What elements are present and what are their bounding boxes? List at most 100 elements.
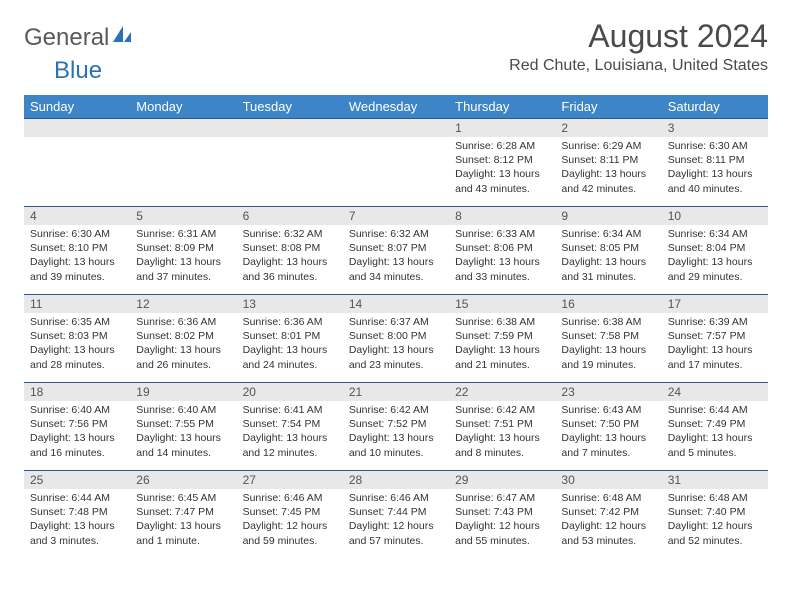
day-header: Sunday bbox=[24, 95, 130, 119]
day-number: 25 bbox=[24, 471, 130, 489]
day-details: Sunrise: 6:38 AMSunset: 7:58 PMDaylight:… bbox=[555, 313, 661, 376]
day-number: 23 bbox=[555, 383, 661, 401]
calendar-cell: 23Sunrise: 6:43 AMSunset: 7:50 PMDayligh… bbox=[555, 383, 661, 471]
calendar-cell: 24Sunrise: 6:44 AMSunset: 7:49 PMDayligh… bbox=[662, 383, 768, 471]
day-details: Sunrise: 6:32 AMSunset: 8:07 PMDaylight:… bbox=[343, 225, 449, 288]
day-details: Sunrise: 6:42 AMSunset: 7:52 PMDaylight:… bbox=[343, 401, 449, 464]
day-number: 8 bbox=[449, 207, 555, 225]
calendar-cell: 3Sunrise: 6:30 AMSunset: 8:11 PMDaylight… bbox=[662, 119, 768, 207]
day-number: 28 bbox=[343, 471, 449, 489]
day-details: Sunrise: 6:37 AMSunset: 8:00 PMDaylight:… bbox=[343, 313, 449, 376]
calendar-cell: 6Sunrise: 6:32 AMSunset: 8:08 PMDaylight… bbox=[237, 207, 343, 295]
calendar-cell bbox=[343, 119, 449, 207]
day-details: Sunrise: 6:47 AMSunset: 7:43 PMDaylight:… bbox=[449, 489, 555, 552]
logo: General bbox=[24, 24, 135, 52]
calendar-cell: 19Sunrise: 6:40 AMSunset: 7:55 PMDayligh… bbox=[130, 383, 236, 471]
day-number: 29 bbox=[449, 471, 555, 489]
day-number: 19 bbox=[130, 383, 236, 401]
day-number: 5 bbox=[130, 207, 236, 225]
day-number: 3 bbox=[662, 119, 768, 137]
day-details: Sunrise: 6:29 AMSunset: 8:11 PMDaylight:… bbox=[555, 137, 661, 200]
day-number: 7 bbox=[343, 207, 449, 225]
month-title: August 2024 bbox=[509, 18, 768, 55]
day-details: Sunrise: 6:34 AMSunset: 8:04 PMDaylight:… bbox=[662, 225, 768, 288]
day-header: Friday bbox=[555, 95, 661, 119]
calendar-cell: 14Sunrise: 6:37 AMSunset: 8:00 PMDayligh… bbox=[343, 295, 449, 383]
day-details: Sunrise: 6:48 AMSunset: 7:40 PMDaylight:… bbox=[662, 489, 768, 552]
day-number: 27 bbox=[237, 471, 343, 489]
calendar-cell: 4Sunrise: 6:30 AMSunset: 8:10 PMDaylight… bbox=[24, 207, 130, 295]
logo-sail-icon bbox=[111, 24, 133, 49]
calendar-week: 25Sunrise: 6:44 AMSunset: 7:48 PMDayligh… bbox=[24, 471, 768, 559]
day-details: Sunrise: 6:48 AMSunset: 7:42 PMDaylight:… bbox=[555, 489, 661, 552]
calendar-cell: 16Sunrise: 6:38 AMSunset: 7:58 PMDayligh… bbox=[555, 295, 661, 383]
day-details: Sunrise: 6:33 AMSunset: 8:06 PMDaylight:… bbox=[449, 225, 555, 288]
empty-daynum bbox=[130, 119, 236, 137]
day-number: 4 bbox=[24, 207, 130, 225]
calendar-cell: 20Sunrise: 6:41 AMSunset: 7:54 PMDayligh… bbox=[237, 383, 343, 471]
day-details: Sunrise: 6:41 AMSunset: 7:54 PMDaylight:… bbox=[237, 401, 343, 464]
day-number: 1 bbox=[449, 119, 555, 137]
calendar-week: 4Sunrise: 6:30 AMSunset: 8:10 PMDaylight… bbox=[24, 207, 768, 295]
calendar-cell: 11Sunrise: 6:35 AMSunset: 8:03 PMDayligh… bbox=[24, 295, 130, 383]
day-number: 9 bbox=[555, 207, 661, 225]
calendar-cell: 12Sunrise: 6:36 AMSunset: 8:02 PMDayligh… bbox=[130, 295, 236, 383]
day-number: 11 bbox=[24, 295, 130, 313]
calendar-cell: 27Sunrise: 6:46 AMSunset: 7:45 PMDayligh… bbox=[237, 471, 343, 559]
day-number: 26 bbox=[130, 471, 236, 489]
calendar-cell: 7Sunrise: 6:32 AMSunset: 8:07 PMDaylight… bbox=[343, 207, 449, 295]
empty-daynum bbox=[343, 119, 449, 137]
day-number: 12 bbox=[130, 295, 236, 313]
logo-text-general: General bbox=[24, 24, 109, 52]
day-header: Monday bbox=[130, 95, 236, 119]
empty-daynum bbox=[24, 119, 130, 137]
calendar-cell: 29Sunrise: 6:47 AMSunset: 7:43 PMDayligh… bbox=[449, 471, 555, 559]
calendar-cell: 1Sunrise: 6:28 AMSunset: 8:12 PMDaylight… bbox=[449, 119, 555, 207]
calendar-cell: 22Sunrise: 6:42 AMSunset: 7:51 PMDayligh… bbox=[449, 383, 555, 471]
calendar-cell: 30Sunrise: 6:48 AMSunset: 7:42 PMDayligh… bbox=[555, 471, 661, 559]
calendar-cell: 15Sunrise: 6:38 AMSunset: 7:59 PMDayligh… bbox=[449, 295, 555, 383]
calendar-table: SundayMondayTuesdayWednesdayThursdayFrid… bbox=[24, 95, 768, 559]
day-header: Saturday bbox=[662, 95, 768, 119]
day-number: 14 bbox=[343, 295, 449, 313]
title-block: August 2024 Red Chute, Louisiana, United… bbox=[509, 18, 768, 75]
calendar-cell: 5Sunrise: 6:31 AMSunset: 8:09 PMDaylight… bbox=[130, 207, 236, 295]
day-details: Sunrise: 6:28 AMSunset: 8:12 PMDaylight:… bbox=[449, 137, 555, 200]
calendar-cell: 9Sunrise: 6:34 AMSunset: 8:05 PMDaylight… bbox=[555, 207, 661, 295]
day-number: 20 bbox=[237, 383, 343, 401]
calendar-cell: 26Sunrise: 6:45 AMSunset: 7:47 PMDayligh… bbox=[130, 471, 236, 559]
calendar-cell: 21Sunrise: 6:42 AMSunset: 7:52 PMDayligh… bbox=[343, 383, 449, 471]
day-details: Sunrise: 6:35 AMSunset: 8:03 PMDaylight:… bbox=[24, 313, 130, 376]
day-number: 17 bbox=[662, 295, 768, 313]
logo-text-blue: Blue bbox=[54, 57, 102, 85]
day-number: 24 bbox=[662, 383, 768, 401]
day-details: Sunrise: 6:44 AMSunset: 7:49 PMDaylight:… bbox=[662, 401, 768, 464]
calendar-week: 18Sunrise: 6:40 AMSunset: 7:56 PMDayligh… bbox=[24, 383, 768, 471]
day-header-row: SundayMondayTuesdayWednesdayThursdayFrid… bbox=[24, 95, 768, 119]
day-header: Tuesday bbox=[237, 95, 343, 119]
day-number: 30 bbox=[555, 471, 661, 489]
day-details: Sunrise: 6:30 AMSunset: 8:10 PMDaylight:… bbox=[24, 225, 130, 288]
calendar-cell bbox=[237, 119, 343, 207]
calendar-cell: 17Sunrise: 6:39 AMSunset: 7:57 PMDayligh… bbox=[662, 295, 768, 383]
day-details: Sunrise: 6:46 AMSunset: 7:45 PMDaylight:… bbox=[237, 489, 343, 552]
day-details: Sunrise: 6:46 AMSunset: 7:44 PMDaylight:… bbox=[343, 489, 449, 552]
day-details: Sunrise: 6:44 AMSunset: 7:48 PMDaylight:… bbox=[24, 489, 130, 552]
day-details: Sunrise: 6:30 AMSunset: 8:11 PMDaylight:… bbox=[662, 137, 768, 200]
day-details: Sunrise: 6:43 AMSunset: 7:50 PMDaylight:… bbox=[555, 401, 661, 464]
day-header: Thursday bbox=[449, 95, 555, 119]
calendar-cell: 31Sunrise: 6:48 AMSunset: 7:40 PMDayligh… bbox=[662, 471, 768, 559]
day-header: Wednesday bbox=[343, 95, 449, 119]
day-details: Sunrise: 6:32 AMSunset: 8:08 PMDaylight:… bbox=[237, 225, 343, 288]
calendar-cell bbox=[130, 119, 236, 207]
calendar-cell: 28Sunrise: 6:46 AMSunset: 7:44 PMDayligh… bbox=[343, 471, 449, 559]
day-number: 22 bbox=[449, 383, 555, 401]
day-details: Sunrise: 6:42 AMSunset: 7:51 PMDaylight:… bbox=[449, 401, 555, 464]
calendar-week: 11Sunrise: 6:35 AMSunset: 8:03 PMDayligh… bbox=[24, 295, 768, 383]
day-number: 6 bbox=[237, 207, 343, 225]
calendar-cell: 10Sunrise: 6:34 AMSunset: 8:04 PMDayligh… bbox=[662, 207, 768, 295]
calendar-week: 1Sunrise: 6:28 AMSunset: 8:12 PMDaylight… bbox=[24, 119, 768, 207]
day-number: 10 bbox=[662, 207, 768, 225]
calendar-cell: 18Sunrise: 6:40 AMSunset: 7:56 PMDayligh… bbox=[24, 383, 130, 471]
location: Red Chute, Louisiana, United States bbox=[509, 57, 768, 75]
